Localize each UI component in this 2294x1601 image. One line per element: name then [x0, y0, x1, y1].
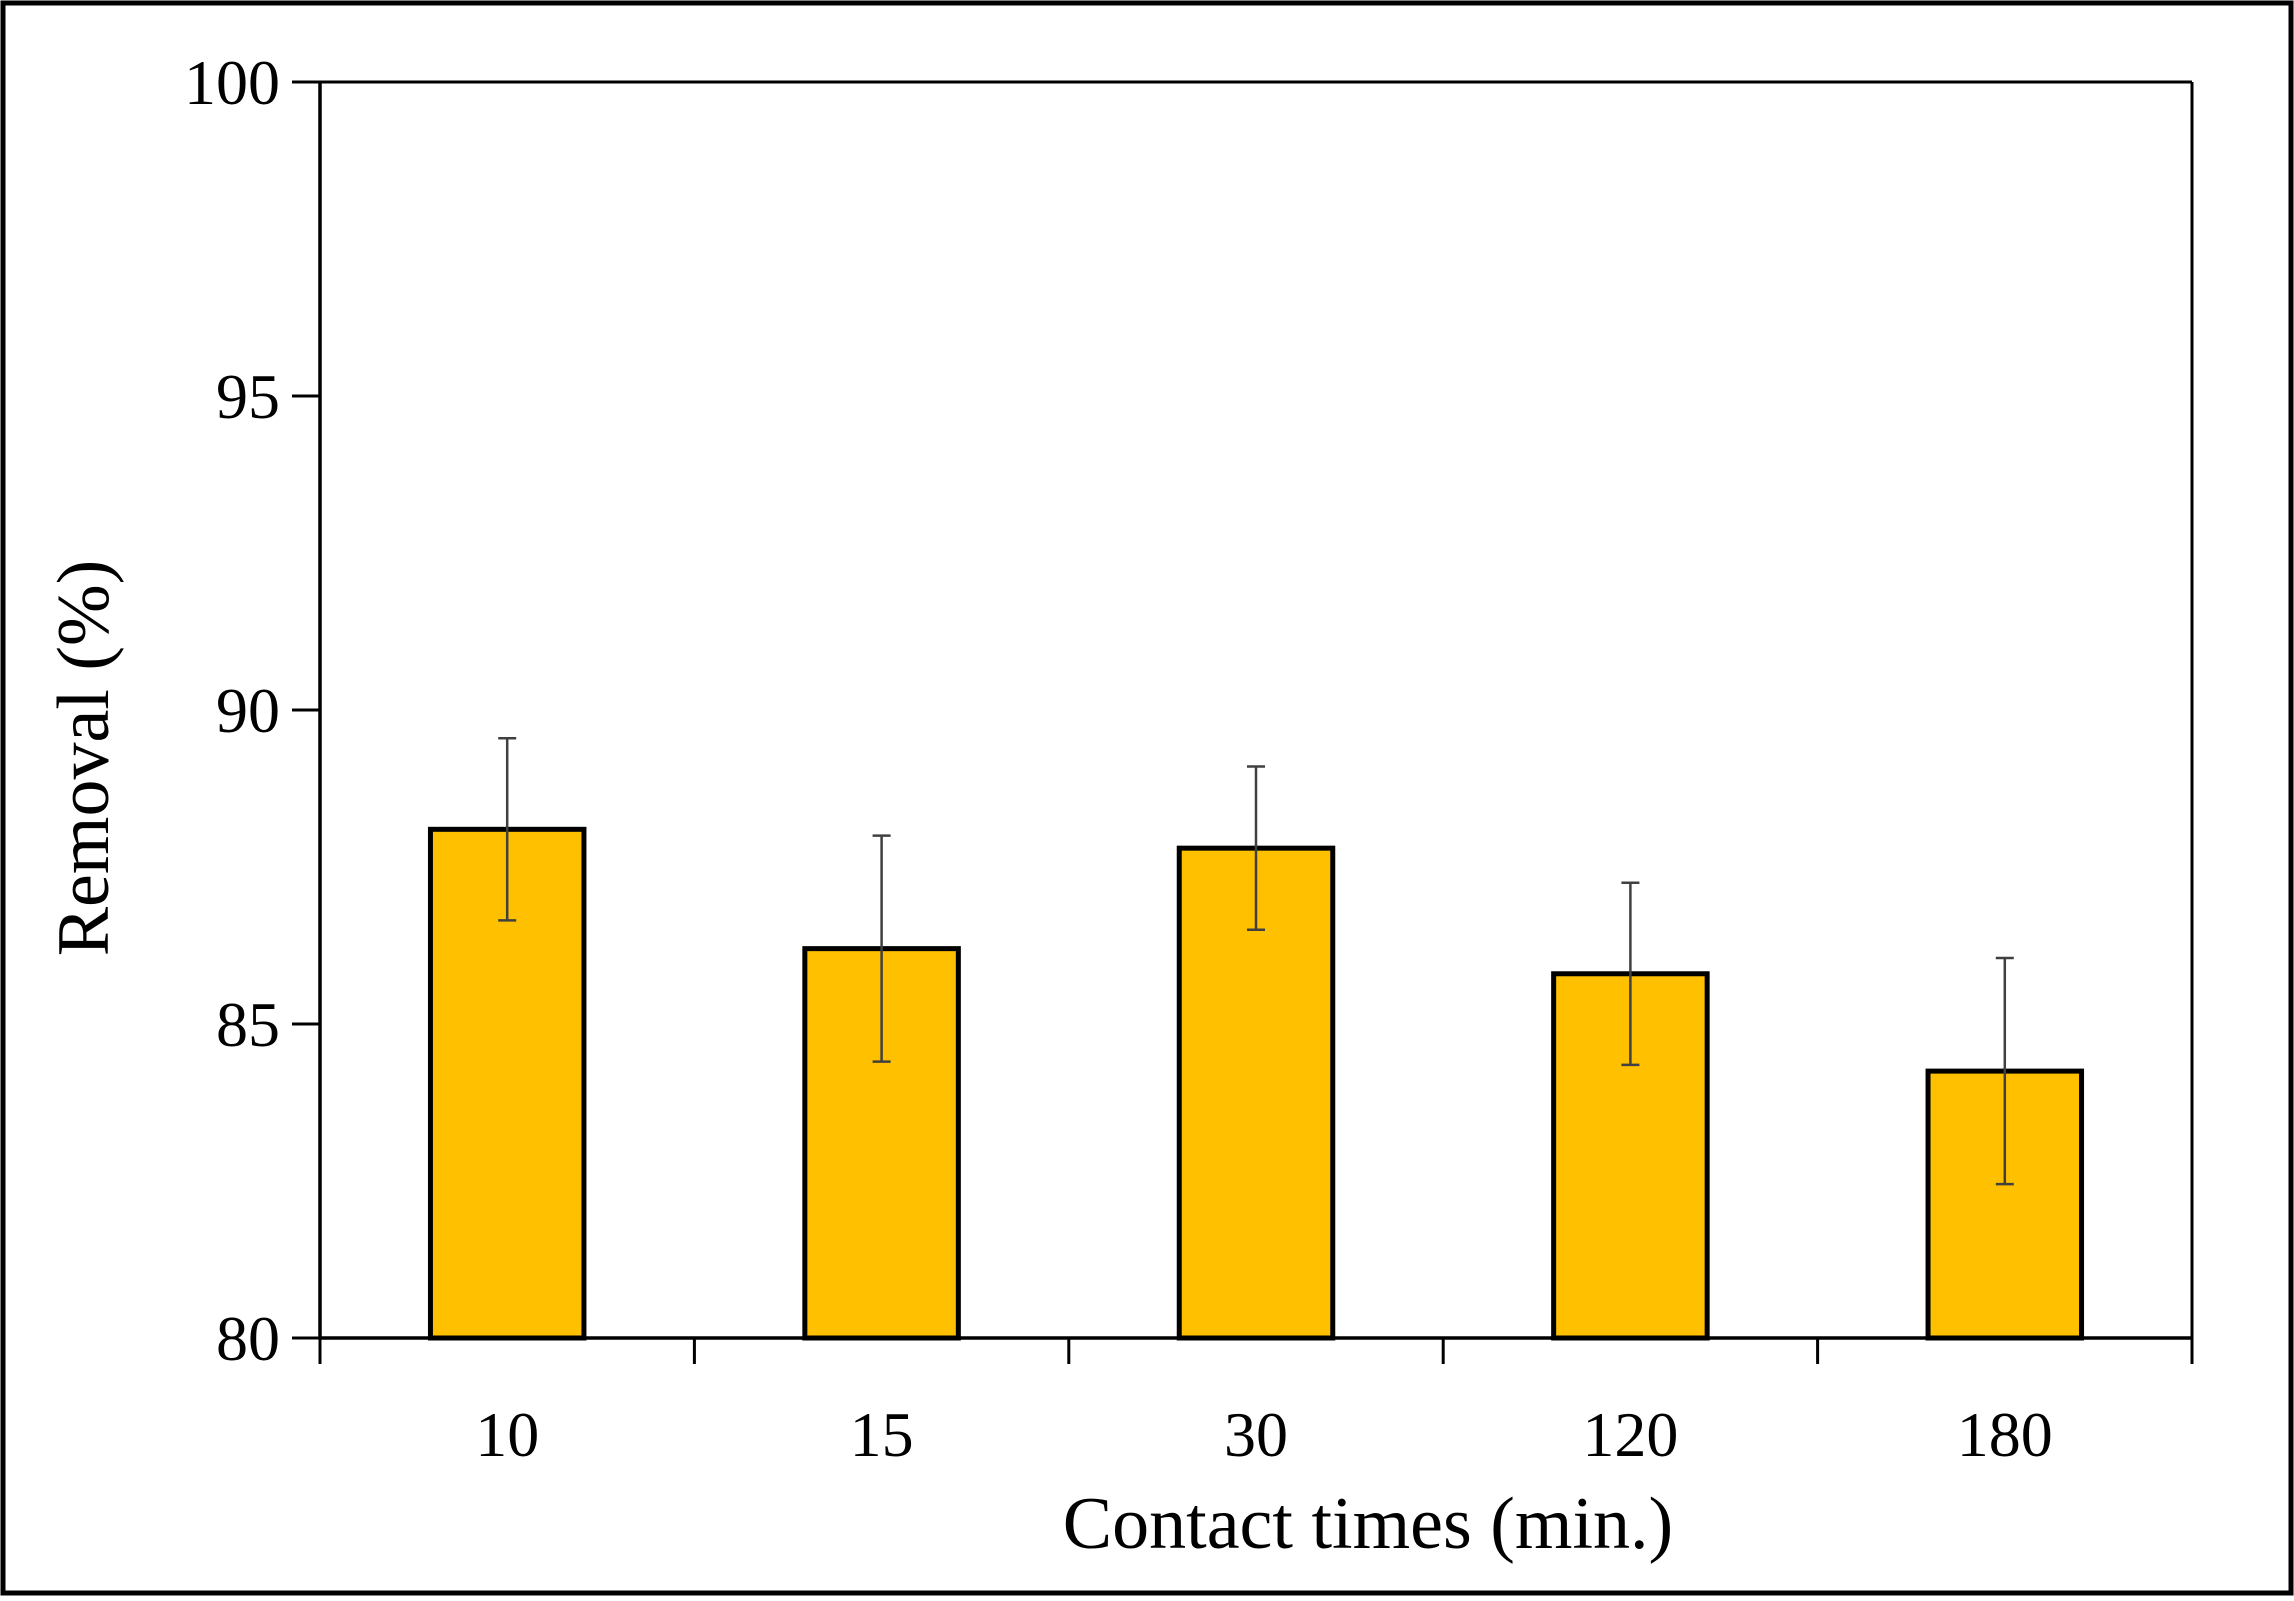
x-axis-title: Contact times (min.): [1063, 1483, 1673, 1565]
x-tick-label: 30: [1224, 1399, 1288, 1470]
y-tick-label: 80: [216, 1303, 280, 1374]
bar-180: [1925, 1068, 2085, 1341]
y-tick-label: 100: [184, 47, 280, 118]
y-tick-label: 85: [216, 989, 280, 1060]
y-axis-title: Removal (%): [43, 560, 125, 957]
y-tick-label: 90: [216, 675, 280, 746]
x-tick-label: 10: [475, 1399, 539, 1470]
plot-area: 80 85 90 95 100 10 15 30 120 180: [184, 47, 2194, 1470]
x-tick-label: 180: [1957, 1399, 2053, 1470]
y-tick-label: 95: [216, 361, 280, 432]
x-tick-label: 120: [1582, 1399, 1678, 1470]
x-tick-label: 15: [850, 1399, 914, 1470]
